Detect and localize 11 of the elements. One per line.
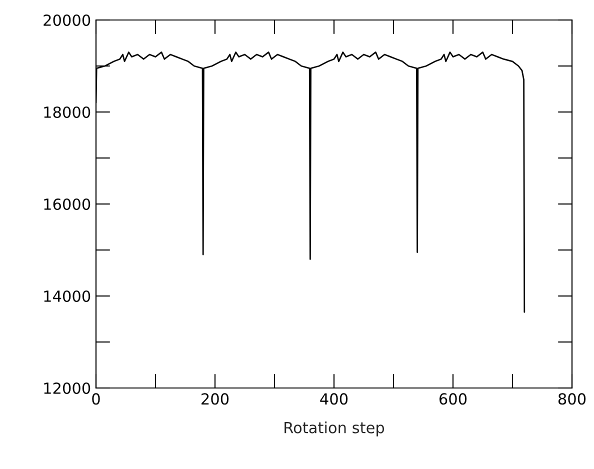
x-tick-label: 800 xyxy=(558,393,586,405)
x-tick-label: 400 xyxy=(320,393,348,405)
y-tick-label: 12000 xyxy=(44,382,90,394)
y-tick-label: 16000 xyxy=(44,198,90,210)
x-tick-label: 0 xyxy=(92,393,100,405)
x-tick-label: 600 xyxy=(439,393,467,405)
x-axis-title: Rotation step xyxy=(284,422,384,436)
y-tick-label: 20000 xyxy=(44,14,90,26)
y-tick-label: 14000 xyxy=(44,290,90,302)
y-tick-label: 18000 xyxy=(44,106,90,118)
x-tick-label: 200 xyxy=(202,393,229,405)
